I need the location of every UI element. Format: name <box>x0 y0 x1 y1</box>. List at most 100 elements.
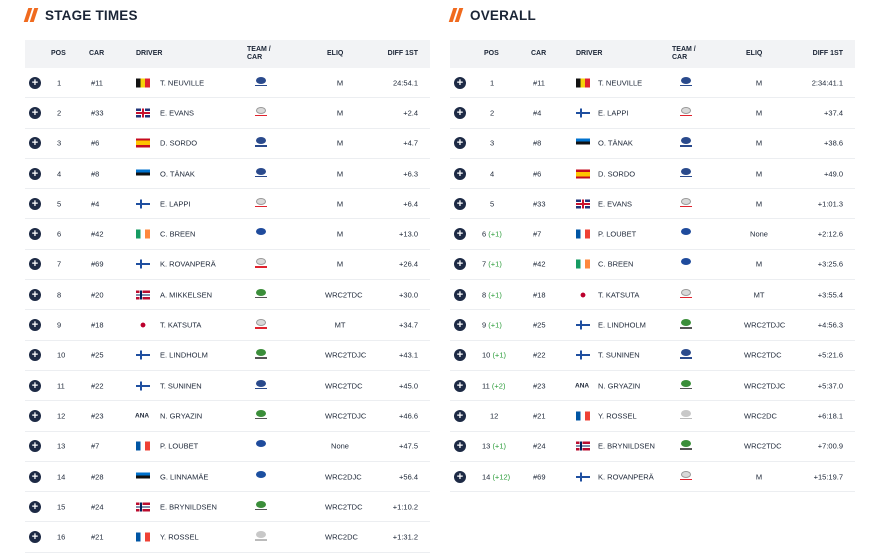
header-pos: POS <box>484 50 499 57</box>
driver-name[interactable]: N. GRYAZIN <box>160 411 203 421</box>
driver-name[interactable]: A. MIKKELSEN <box>160 290 213 300</box>
position: 16 <box>57 533 65 542</box>
table-row[interactable]: +13 (+1) #24 E. BRYNILDSEN WRC2TDC +7:00.9 <box>450 432 855 462</box>
expand-plus-icon[interactable]: + <box>29 409 41 422</box>
table-row[interactable]: +10 (+1) #22 T. SUNINEN WRC2TDC +5:21.6 <box>450 341 855 371</box>
logo-mark <box>256 531 266 539</box>
expand-plus-icon[interactable]: + <box>29 349 41 362</box>
flag-text: ANA <box>135 412 150 420</box>
driver-name[interactable]: E. EVANS <box>160 108 195 118</box>
table-row[interactable]: +14 #28 G. LINNAMÄE WRC2DJC +56.4 <box>25 462 430 493</box>
driver-name[interactable]: E. LINDHOLM <box>598 320 646 330</box>
table-row[interactable]: +6 (+1) #7 P. LOUBET None +2:12.6 <box>450 219 855 250</box>
table-row[interactable]: +8 #20 A. MIKKELSEN WRC2TDC +30.0 <box>25 280 430 311</box>
table-row[interactable]: +3 #6 D. SORDO M +4.7 <box>25 129 430 159</box>
driver-name[interactable]: G. LINNAMÄE <box>160 472 209 481</box>
expand-plus-icon[interactable]: + <box>29 288 41 301</box>
driver-name[interactable]: P. LOUBET <box>160 441 199 451</box>
toyota-logo-icon <box>253 197 269 210</box>
expand-plus-icon[interactable]: + <box>29 228 41 241</box>
expand-plus-icon[interactable]: + <box>29 500 41 513</box>
table-row[interactable]: +11 #22 T. SUNINEN WRC2TDC +45.0 <box>25 371 430 402</box>
table-row[interactable]: +9 #18 T. KATSUTA MT +34.7 <box>25 310 430 341</box>
table-row[interactable]: +9 (+1) #25 E. LINDHOLM WRC2TDJC +4:56.3 <box>450 310 855 341</box>
driver-name[interactable]: C. BREEN <box>160 229 196 239</box>
driver-name[interactable]: K. ROVANPERÄ <box>598 472 654 481</box>
driver-name[interactable]: E. LINDHOLM <box>160 350 208 360</box>
eligibility: WRC2TDJC <box>744 381 786 391</box>
driver-name[interactable]: N. GRYAZIN <box>598 381 641 391</box>
table-row[interactable]: +7 (+1) #42 C. BREEN M +3:25.6 <box>450 250 855 281</box>
table-row[interactable]: +1 #11 T. NEUVILLE M 24:54.1 <box>25 68 430 99</box>
driver-name[interactable]: T. KATSUTA <box>598 290 640 300</box>
position-number: 15 <box>57 502 66 512</box>
driver-name[interactable]: E. BRYNILDSEN <box>598 441 655 451</box>
table-row[interactable]: +10 #25 E. LINDHOLM WRC2TDJC +43.1 <box>25 341 430 371</box>
table-row[interactable]: +4 #8 O. TÄNAK M +6.3 <box>25 159 430 190</box>
table-row[interactable]: +16 #21 Y. ROSSEL WRC2DC +1:31.2 <box>25 522 430 553</box>
driver-name[interactable]: T. NEUVILLE <box>160 78 205 88</box>
driver-name[interactable]: Y. ROSSEL <box>160 532 199 542</box>
driver-name[interactable]: P. LOUBET <box>598 229 637 239</box>
position: 7 (+1) <box>482 260 502 269</box>
driver-name[interactable]: E. LAPPI <box>160 199 191 209</box>
table-row[interactable]: +3 #8 O. TÄNAK M +38.6 <box>450 129 855 159</box>
expand-plus-icon[interactable]: + <box>29 197 41 210</box>
driver-name[interactable]: E. EVANS <box>598 199 633 209</box>
expand-plus-icon[interactable]: + <box>454 319 466 332</box>
table-row[interactable]: +13 #7 P. LOUBET None +47.5 <box>25 432 430 462</box>
table-row[interactable]: +8 (+1) #18 T. KATSUTA MT +3:55.4 <box>450 280 855 311</box>
table-row[interactable]: +1 #11 T. NEUVILLE M 2:34:41.1 <box>450 68 855 99</box>
driver-name[interactable]: E. BRYNILDSEN <box>160 502 217 512</box>
driver-name[interactable]: D. SORDO <box>160 138 198 148</box>
driver-name[interactable]: T. NEUVILLE <box>598 78 643 88</box>
expand-plus-icon[interactable]: + <box>29 319 41 332</box>
expand-plus-icon[interactable]: + <box>454 228 466 241</box>
expand-plus-icon[interactable]: + <box>29 106 41 119</box>
driver-name[interactable]: K. ROVANPERÄ <box>160 259 216 269</box>
expand-plus-icon[interactable]: + <box>454 76 466 89</box>
table-row[interactable]: +2 #4 E. LAPPI M +37.4 <box>450 98 855 129</box>
table-row[interactable]: +7 #69 K. ROVANPERÄ M +26.4 <box>25 250 430 281</box>
table-row[interactable]: +11 (+2) #23 ANA N. GRYAZIN WRC2TDJC +5:37.0 <box>450 371 855 402</box>
table-row[interactable]: +12 #21 Y. ROSSEL WRC2DC +6:18.1 <box>450 401 855 432</box>
driver-name[interactable]: Y. ROSSEL <box>598 411 637 421</box>
expand-plus-icon[interactable]: + <box>454 197 466 210</box>
table-row[interactable]: +4 #6 D. SORDO M +49.0 <box>450 159 855 190</box>
expand-plus-icon[interactable]: + <box>454 440 466 453</box>
table-row[interactable]: +2 #33 E. EVANS M +2.4 <box>25 98 430 129</box>
driver-name[interactable]: O. TÄNAK <box>598 138 633 148</box>
expand-plus-icon[interactable]: + <box>29 167 41 180</box>
expand-plus-icon[interactable]: + <box>454 409 466 422</box>
driver-name[interactable]: D. SORDO <box>598 169 636 179</box>
table-row[interactable]: +15 #24 E. BRYNILDSEN WRC2TDC +1:10.2 <box>25 492 430 523</box>
expand-plus-icon[interactable]: + <box>454 379 466 392</box>
expand-plus-icon[interactable]: + <box>29 470 41 483</box>
table-row[interactable]: +5 #33 E. EVANS M +1:01.3 <box>450 189 855 220</box>
driver-name[interactable]: T. SUNINEN <box>160 381 202 391</box>
expand-plus-icon[interactable]: + <box>29 258 41 271</box>
driver-name[interactable]: E. LAPPI <box>598 108 629 118</box>
flag-fin-icon <box>136 199 150 209</box>
expand-plus-icon[interactable]: + <box>29 76 41 89</box>
expand-plus-icon[interactable]: + <box>29 137 41 150</box>
hyundai-logo-icon <box>253 76 269 89</box>
expand-plus-icon[interactable]: + <box>454 288 466 301</box>
expand-plus-icon[interactable]: + <box>454 258 466 271</box>
table-row[interactable]: +12 #23 ANA N. GRYAZIN WRC2TDJC +46.6 <box>25 401 430 432</box>
expand-plus-icon[interactable]: + <box>454 106 466 119</box>
driver-name[interactable]: C. BREEN <box>598 259 634 269</box>
expand-plus-icon[interactable]: + <box>454 470 466 483</box>
driver-name[interactable]: T. KATSUTA <box>160 320 202 330</box>
expand-plus-icon[interactable]: + <box>29 440 41 453</box>
driver-name[interactable]: O. TÄNAK <box>160 169 195 179</box>
table-row[interactable]: +6 #42 C. BREEN M +13.0 <box>25 219 430 250</box>
expand-plus-icon[interactable]: + <box>29 379 41 392</box>
expand-plus-icon[interactable]: + <box>29 531 41 544</box>
expand-plus-icon[interactable]: + <box>454 349 466 362</box>
table-row[interactable]: +14 (+12) #69 K. ROVANPERÄ M +15:19.7 <box>450 462 855 493</box>
expand-plus-icon[interactable]: + <box>454 137 466 150</box>
driver-name[interactable]: T. SUNINEN <box>598 350 640 360</box>
expand-plus-icon[interactable]: + <box>454 167 466 180</box>
table-row[interactable]: +5 #4 E. LAPPI M +6.4 <box>25 189 430 220</box>
